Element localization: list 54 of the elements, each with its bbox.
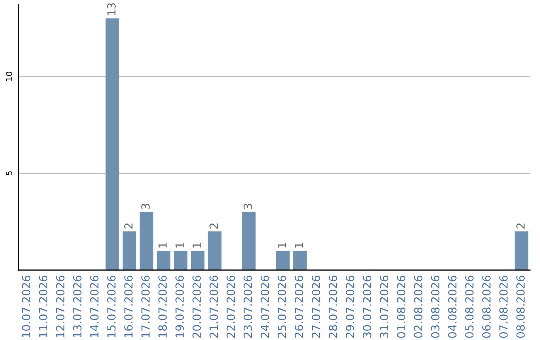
bar bbox=[242, 212, 256, 270]
x-tick-label: 30.07.2026 bbox=[363, 276, 372, 338]
x-tick-label: 25.07.2026 bbox=[278, 276, 286, 338]
x-tick-label: 29.07.2026 bbox=[346, 276, 355, 338]
x-tick-label: 06.08.2026 bbox=[482, 276, 491, 338]
data-label: 1 bbox=[295, 242, 304, 248]
y-tick-label: 5 bbox=[6, 172, 12, 176]
data-label: 1 bbox=[176, 242, 184, 248]
x-tick-label: 05.08.2026 bbox=[465, 276, 474, 338]
data-label: 1 bbox=[158, 242, 167, 248]
data-label: 3 bbox=[142, 204, 150, 210]
x-tick-label: 04.08.2026 bbox=[448, 276, 457, 338]
x-tick-label: 24.07.2026 bbox=[260, 276, 270, 338]
bar bbox=[293, 250, 307, 270]
x-tick-label: 10.07.2026 bbox=[22, 276, 31, 338]
x-tick-label: 14.07.2026 bbox=[90, 276, 99, 338]
x-tick-label: 17.07.2026 bbox=[142, 276, 150, 338]
data-label: 13 bbox=[107, 3, 116, 16]
x-tick-label: 11.07.2026 bbox=[39, 276, 48, 338]
y-tick-label: 10 bbox=[6, 72, 12, 82]
x-tick-label: 27.07.2026 bbox=[312, 276, 320, 338]
bar bbox=[276, 250, 290, 270]
x-tick-label: 21.07.2026 bbox=[210, 276, 218, 338]
x-tick-label: 31.07.2026 bbox=[380, 276, 389, 338]
bar bbox=[191, 250, 205, 270]
bar bbox=[156, 250, 171, 270]
x-tick-label: 08.08.2026 bbox=[516, 276, 525, 338]
x-tick-label: 07.08.2026 bbox=[500, 276, 508, 338]
x-tick-label: 13.07.2026 bbox=[73, 276, 82, 338]
x-tick-label: 18.07.2026 bbox=[158, 276, 168, 338]
x-tick-label: 26.07.2026 bbox=[294, 276, 304, 338]
bar bbox=[140, 212, 154, 270]
x-tick-label: 01.08.2026 bbox=[397, 276, 406, 338]
data-label: 3 bbox=[244, 204, 252, 210]
x-tick-label: 22.07.2026 bbox=[226, 276, 236, 338]
bar bbox=[174, 250, 188, 270]
x-tick-label: 20.07.2026 bbox=[192, 276, 202, 338]
bar bbox=[106, 18, 120, 270]
x-tick-label: 28.07.2026 bbox=[329, 276, 338, 338]
data-label: 2 bbox=[124, 224, 133, 229]
x-tick-label: 02.08.2026 bbox=[414, 276, 423, 338]
x-tick-label: 16.07.2026 bbox=[124, 276, 133, 338]
x-tick-label: 12.07.2026 bbox=[56, 276, 65, 338]
x-tick-label: 03.08.2026 bbox=[431, 276, 440, 338]
data-label: 1 bbox=[192, 242, 201, 248]
x-tick-label: 19.07.2026 bbox=[176, 276, 184, 338]
bar bbox=[208, 232, 222, 270]
bar bbox=[122, 232, 137, 270]
bar bbox=[514, 232, 529, 270]
x-tick-label: 15.07.2026 bbox=[107, 276, 116, 338]
data-label: 1 bbox=[278, 242, 286, 248]
data-label: 2 bbox=[516, 224, 525, 229]
data-label: 2 bbox=[210, 224, 218, 229]
x-tick-label: 23.07.2026 bbox=[244, 276, 252, 338]
